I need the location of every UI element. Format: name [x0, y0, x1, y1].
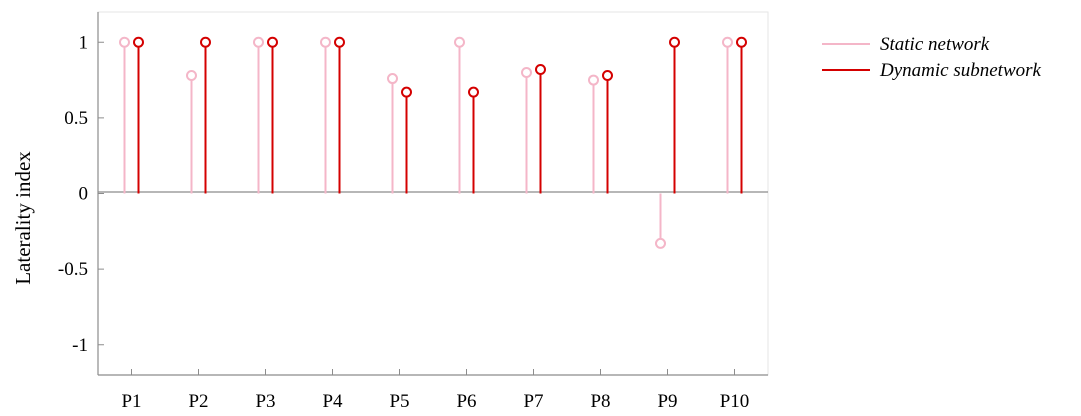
x-tick-label: P5: [389, 391, 409, 412]
legend-label: Static network: [880, 34, 990, 55]
y-axis-label: Laterality index: [11, 151, 35, 285]
legend: Static network Dynamic subnetwork: [818, 30, 1076, 81]
stem-marker: [736, 36, 747, 48]
y-ticks: -1 -0.5 0 0.5 1: [58, 32, 104, 356]
stem-marker: [200, 36, 211, 48]
x-tick-label: P8: [590, 391, 610, 412]
stem-marker: [401, 86, 412, 98]
stem-marker: [655, 237, 666, 249]
stem-marker: [602, 70, 613, 82]
stem-marker: [588, 74, 599, 86]
y-tick-label: -1: [72, 335, 88, 356]
stem-marker: [669, 36, 680, 48]
stem-marker: [334, 36, 345, 48]
x-tick-label: P2: [188, 391, 208, 412]
x-ticks: P1 P2 P3 P4 P5 P6 P7 P8 P9 P10: [121, 369, 749, 412]
series-0: [119, 36, 733, 249]
x-tick-label: P6: [456, 391, 476, 412]
x-tick-label: P1: [121, 391, 141, 412]
plot-frame: [97, 11, 769, 376]
series-1: [133, 36, 747, 194]
y-tick-label: -0.5: [58, 259, 88, 280]
y-tick-label: 0.5: [64, 108, 88, 129]
x-tick-label: P3: [255, 391, 275, 412]
stem-marker: [535, 63, 546, 75]
x-tick-label: P10: [720, 391, 750, 412]
y-tick-label: 1: [79, 32, 89, 53]
legend-label: Dynamic subnetwork: [879, 60, 1042, 81]
stem-marker: [387, 73, 398, 85]
stem-marker: [521, 67, 532, 78]
x-tick-label: P7: [523, 391, 543, 412]
axes: [97, 11, 769, 376]
x-tick-label: P9: [657, 391, 677, 412]
stem-marker: [320, 36, 331, 48]
stem-marker: [253, 36, 264, 48]
stem-marker: [186, 70, 197, 82]
stem-marker: [133, 36, 144, 48]
x-tick-label: P4: [322, 391, 343, 412]
stem-marker: [119, 36, 130, 48]
stem-marker: [267, 36, 278, 48]
stem-marker: [468, 86, 479, 98]
stem-marker: [722, 36, 733, 48]
y-tick-label: 0: [79, 184, 89, 205]
stems: [119, 36, 747, 249]
stem-marker: [454, 36, 465, 48]
